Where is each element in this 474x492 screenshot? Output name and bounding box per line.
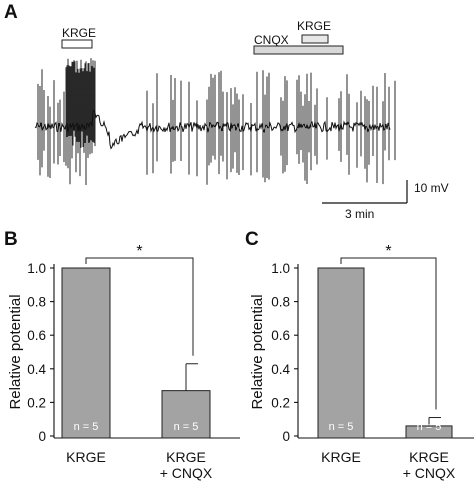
n-label: n = 5 (74, 421, 99, 433)
category-label: KRGE (321, 449, 361, 465)
cnqx-bar-label: CNQX (254, 33, 289, 47)
y-tick-label: 0.6 (271, 328, 290, 343)
krge-application-bar-2 (301, 34, 329, 44)
n-label: n = 5 (417, 421, 442, 433)
category-label: KRGE (409, 449, 449, 465)
cnqx-application-bar (253, 45, 344, 55)
y-tick-label: 0 (38, 429, 46, 444)
membrane-potential-trace (34, 58, 396, 185)
panel-c-chart: C Relative potential 0 0.2 0.4 0.6 0.8 1.0 n = … (245, 229, 474, 481)
krge-application-bar-1 (61, 39, 93, 49)
category-label: KRGE (166, 449, 206, 465)
voltage-scale-label: 10 mV (414, 181, 449, 195)
y-tick-label: 0.6 (27, 328, 46, 343)
bar (61, 267, 111, 439)
y-tick-label: 0.4 (27, 362, 46, 377)
krge-bar-label-2: KRGE (297, 19, 331, 33)
significance-bracket (85, 257, 194, 356)
y-axis-label: Relative potential (7, 294, 24, 409)
trace-spikes (37, 58, 396, 185)
y-tick-label: 0 (282, 429, 290, 444)
y-tick-label: 0.2 (27, 395, 46, 410)
panel-b-chart: B Relative potential 0 0.2 0.4 0.6 0.8 1.0 n = … (4, 229, 240, 481)
y-tick-label: 1.0 (271, 261, 290, 276)
bar (161, 390, 211, 439)
category-label: + CNQX (160, 465, 213, 481)
category-label: KRGE (66, 449, 106, 465)
n-label: n = 5 (329, 421, 354, 433)
time-scale-label: 3 min (345, 207, 374, 221)
y-tick-label: 0.8 (271, 295, 290, 310)
bar (317, 267, 365, 439)
krge-bar-label-1: KRGE (62, 26, 96, 40)
panel-c-letter: C (245, 229, 259, 250)
panel-a: A KRGE CNQX KRGE 10 mV 3 min (4, 2, 449, 221)
category-label: + CNQX (403, 465, 456, 481)
y-tick-label: 1.0 (27, 261, 46, 276)
y-tick-label: 0.8 (27, 295, 46, 310)
panel-b-letter: B (4, 229, 18, 250)
n-label: n = 5 (174, 421, 199, 433)
panel-a-letter: A (4, 2, 18, 23)
y-tick-label: 0.2 (271, 395, 290, 410)
y-axis-label: Relative potential (249, 294, 266, 409)
significance-marker: * (136, 243, 142, 260)
y-tick-label: 0.4 (271, 362, 290, 377)
significance-bracket (340, 257, 437, 410)
significance-marker: * (385, 243, 391, 260)
